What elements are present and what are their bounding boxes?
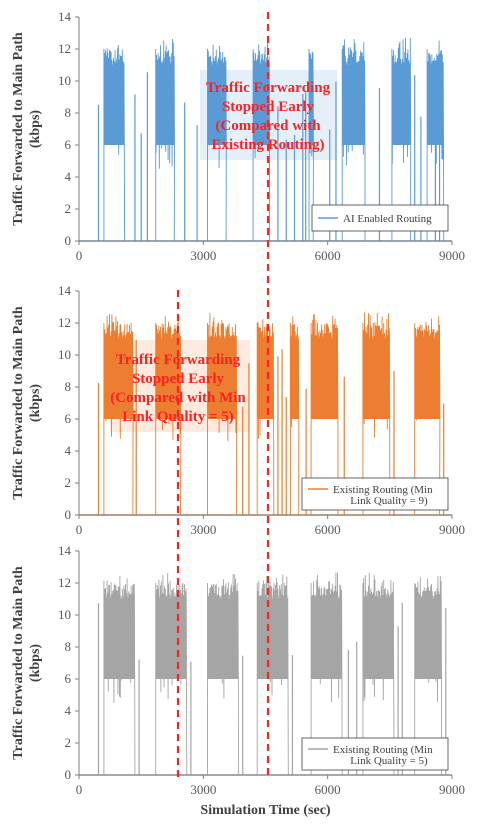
y-tick-label: 12 [58, 575, 71, 590]
series-burst [341, 39, 366, 241]
y-tick-label: 4 [65, 169, 72, 184]
legend-label: Existing Routing (Min [333, 744, 433, 756]
series-burst-band [207, 335, 237, 419]
series-3 [79, 572, 452, 776]
series-burst-band [155, 335, 181, 419]
series-burst-band [311, 595, 343, 679]
series-1 [79, 37, 452, 242]
series-burst-band [414, 335, 440, 419]
series-2 [79, 312, 452, 516]
series-burst-band [103, 595, 135, 679]
legend-box [301, 737, 449, 771]
x-tick-label: 9000 [439, 782, 465, 797]
y-tick-label: 0 [65, 767, 72, 782]
series-burst-band [155, 595, 187, 679]
x-tick-label: 9000 [439, 248, 465, 263]
x-tick-label: 6000 [315, 248, 341, 263]
y-tick-label: 0 [65, 507, 72, 522]
y-tick-label: 10 [58, 347, 71, 362]
y-tick-label: 14 [58, 543, 72, 558]
y-tick-label: 8 [65, 639, 72, 654]
chart-panel-1: 0 2 4 6 8 10 12 14 0 3000 6000 9000 Traffic Forwarde… [11, 9, 465, 263]
legend-label: AI Enabled Routing [343, 213, 432, 225]
x-tick-label: 0 [76, 248, 83, 263]
y-tick-label: 2 [65, 201, 72, 216]
series-burst-band [207, 595, 239, 679]
y-tick-label: 10 [58, 73, 71, 88]
y-tick-label: 4 [65, 703, 72, 718]
series-burst-band [414, 595, 442, 679]
x-tick-label: 9000 [439, 522, 465, 537]
y-tick-label: 6 [65, 411, 72, 426]
series-burst-band [103, 335, 133, 419]
y-axis-label: Traffic Forwarded to Main Path [11, 306, 26, 500]
series-burst-band [155, 61, 175, 145]
y-axis-label: Traffic Forwarded to Main Path [11, 32, 26, 226]
chart-panel-3: 0 2 4 6 8 10 12 14 0 3000 6000 9000 Traffic Forwarde… [11, 543, 465, 818]
series-burst-band [253, 61, 270, 145]
x-tick-label: 0 [76, 522, 83, 537]
x-tick-label: 6000 [315, 522, 341, 537]
y-tick-label: 8 [65, 379, 72, 394]
series-burst-band [309, 61, 314, 145]
y-axis-label: Traffic Forwarded to Main Path [11, 566, 26, 760]
legend-label-line2: Link Quality = 9) [350, 495, 428, 507]
y-tick-label: 6 [65, 137, 72, 152]
series-burst-band [257, 595, 289, 679]
y-axis-label-unit: (kbps) [28, 384, 43, 422]
y-tick-label: 14 [58, 9, 72, 24]
y-tick-label: 6 [65, 671, 72, 686]
y-axis-label-unit: (kbps) [28, 644, 43, 682]
y-tick-label: 12 [58, 315, 71, 330]
series-burst-band [362, 595, 394, 679]
legend: AI Enabled Routing [311, 204, 449, 232]
legend-box [301, 477, 449, 511]
chart-panel-2: 0 2 4 6 8 10 12 14 0 3000 6000 9000 Traffic Forwarde… [11, 283, 465, 537]
x-tick-label: 3000 [190, 522, 216, 537]
series-burst-band [362, 335, 390, 419]
y-tick-label: 14 [58, 283, 72, 298]
x-tick-label: 3000 [190, 782, 216, 797]
series-burst-band [342, 61, 365, 145]
series-burst-band [207, 61, 227, 145]
y-tick-label: 8 [65, 105, 72, 120]
y-tick-label: 10 [58, 607, 71, 622]
x-tick-label: 3000 [190, 248, 216, 263]
series-burst-band [290, 335, 299, 419]
x-tick-label: 6000 [315, 782, 341, 797]
y-tick-label: 12 [58, 41, 71, 56]
series-burst-band [257, 335, 274, 419]
x-tick-label: 0 [76, 782, 83, 797]
x-axis-label: Simulation Time (sec) [200, 803, 330, 818]
series-burst-band [311, 335, 339, 419]
series-burst-band [391, 61, 411, 145]
legend-label-line2: Link Quality = 5) [350, 755, 428, 767]
y-axis-label-unit: (kbps) [28, 110, 43, 148]
annotation-line: Traffic Forwarding [116, 352, 241, 368]
y-tick-label: 2 [65, 475, 72, 490]
y-tick-label: 4 [65, 443, 72, 458]
annotation-line: Stopped Early [222, 99, 315, 115]
y-tick-label: 2 [65, 735, 72, 750]
y-tick-label: 0 [65, 233, 72, 248]
reference-lines [176, 12, 270, 778]
legend-label: Existing Routing (Min [333, 484, 433, 496]
series-burst-band [103, 61, 125, 145]
